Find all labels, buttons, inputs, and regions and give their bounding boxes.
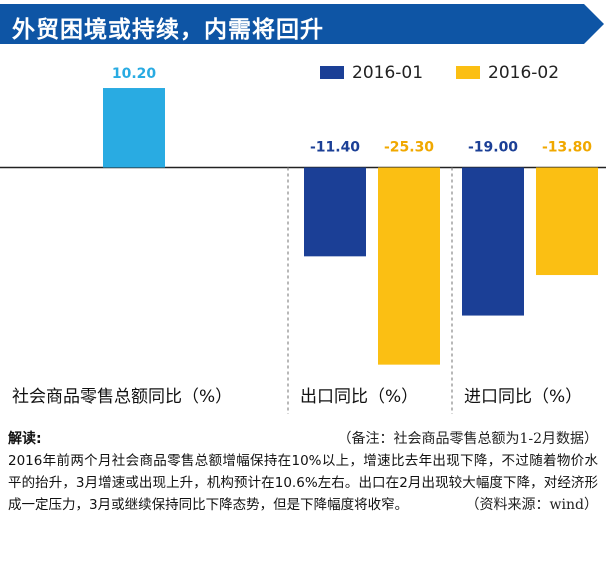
legend-swatch-1 xyxy=(320,66,344,79)
notes-section: 解读: （备注：社会商品零售总额为1-2月数据） 2016年前两个月社会商品零售… xyxy=(8,428,598,516)
data-label-3-2: -13.80 xyxy=(542,140,592,156)
category-label-3: 进口同比（%） xyxy=(464,387,582,407)
chart: 10.20 社会商品零售总额同比（%） -11.40 -25.30 出口同比（%） -19… xyxy=(0,63,606,414)
data-label-3-1: -19.00 xyxy=(468,140,518,156)
title-banner-bg xyxy=(0,4,604,44)
page-title: 外贸困境或持续，内需将回升 xyxy=(12,17,324,43)
category-label-1: 社会商品零售总额同比（%） xyxy=(12,387,232,407)
notes-source: （资料来源：wind） xyxy=(465,497,598,513)
data-label-2-2: -25.30 xyxy=(384,140,434,156)
notes-remark: （备注：社会商品零售总额为1-2月数据） xyxy=(337,431,598,447)
notes-body: 2016年前两个月社会商品零售总额增幅保持在10%以上，增速比去年出现下降，不过… xyxy=(8,453,598,513)
bar-3-1 xyxy=(462,167,524,316)
title-banner: 外贸困境或持续，内需将回升 xyxy=(0,4,606,44)
bar-3-2 xyxy=(536,167,598,276)
legend-label-1: 2016-01 xyxy=(352,63,423,83)
legend-label-2: 2016-02 xyxy=(488,63,559,83)
bar-2-1 xyxy=(304,167,366,257)
notes-title: 解读: xyxy=(8,431,42,447)
title-banner-shape xyxy=(0,4,604,44)
category-label-2: 出口同比（%） xyxy=(300,387,418,407)
bar-1-1 xyxy=(103,88,165,168)
data-label-2-1: -11.40 xyxy=(310,140,360,156)
data-label-1-1: 10.20 xyxy=(112,66,157,82)
legend-swatch-2 xyxy=(456,66,480,79)
bar-2-2 xyxy=(378,167,440,365)
